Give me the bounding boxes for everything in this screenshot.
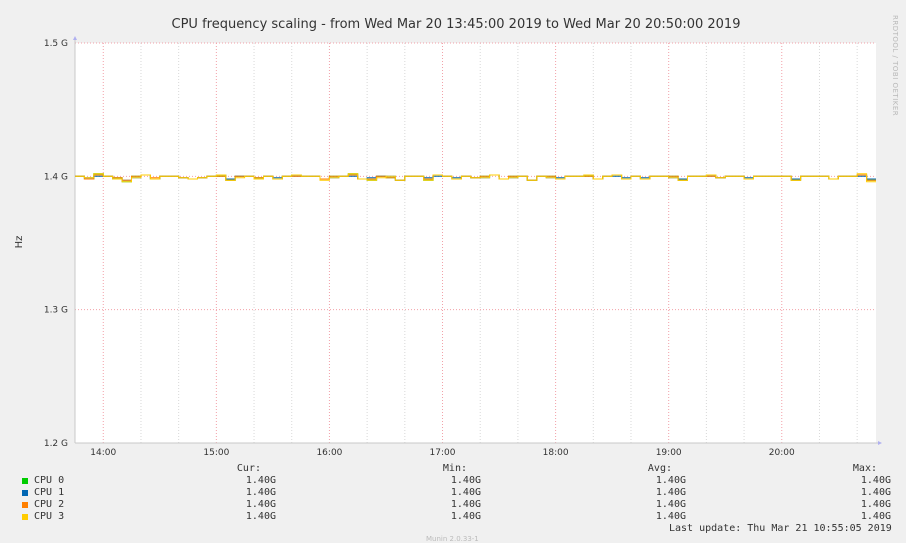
legend-max-value: 1.40G bbox=[860, 487, 891, 498]
legend-row-cpu3: CPU 3 1.40G 1.40G 1.40G 1.40G bbox=[0, 511, 906, 523]
y-tick-label: 1.5 G bbox=[44, 39, 68, 49]
chart-title: CPU frequency scaling - from Wed Mar 20 … bbox=[172, 17, 741, 32]
x-tick-label: 14:00 bbox=[90, 448, 116, 458]
legend-avg-value: 1.40G bbox=[655, 499, 686, 510]
legend-min-value: 1.40G bbox=[450, 487, 481, 498]
grid-minor bbox=[140, 43, 858, 443]
legend-max-value: 1.40G bbox=[860, 499, 891, 510]
legend-avg-value: 1.40G bbox=[655, 511, 686, 522]
legend-series-name: CPU 2 bbox=[34, 499, 65, 510]
legend-avg-value: 1.40G bbox=[655, 475, 686, 486]
legend-header-avg: Avg: bbox=[647, 463, 672, 474]
legend-cur-value: 1.40G bbox=[245, 487, 276, 498]
y-tick-label: 1.2 G bbox=[44, 439, 68, 449]
legend-cur-value: 1.40G bbox=[245, 475, 276, 486]
y-axis-label: Hz bbox=[14, 236, 25, 249]
legend-swatch bbox=[22, 502, 28, 508]
legend-cur-value: 1.40G bbox=[245, 511, 276, 522]
grid-major bbox=[75, 42, 876, 444]
y-tick-label: 1.3 G bbox=[44, 306, 68, 316]
legend-header-cur: Cur: bbox=[236, 463, 261, 474]
x-tick-labels: 14:00 15:00 16:00 17:00 18:00 19:00 20:00 bbox=[90, 448, 795, 458]
x-tick-label: 15:00 bbox=[203, 448, 229, 458]
series-lines bbox=[75, 173, 876, 183]
legend-max-value: 1.40G bbox=[860, 511, 891, 522]
legend-swatch bbox=[22, 490, 28, 496]
y-tick-label: 1.4 G bbox=[44, 172, 68, 182]
rrdtool-watermark: RRDTOOL / TOBI OETIKER bbox=[891, 15, 899, 116]
x-tick-label: 19:00 bbox=[656, 448, 682, 458]
x-tick-label: 17:00 bbox=[430, 448, 456, 458]
legend-row-cpu1: CPU 1 1.40G 1.40G 1.40G 1.40G bbox=[0, 487, 906, 499]
legend-row-cpu2: CPU 2 1.40G 1.40G 1.40G 1.40G bbox=[0, 499, 906, 511]
legend-header-max: Max: bbox=[852, 463, 877, 474]
x-tick-label: 16:00 bbox=[316, 448, 342, 458]
munin-credit: Munin 2.0.33-1 bbox=[426, 535, 479, 543]
plot-area bbox=[75, 43, 876, 443]
legend-min-value: 1.40G bbox=[450, 475, 481, 486]
legend-row-cpu0: CPU 0 1.40G 1.40G 1.40G 1.40G bbox=[0, 475, 906, 487]
series-line-cpu3 bbox=[75, 173, 876, 183]
y-tick-labels: 1.2 G 1.3 G 1.4 G 1.5 G bbox=[44, 39, 68, 449]
legend-series-name: CPU 0 bbox=[34, 475, 65, 486]
x-tick-label: 20:00 bbox=[769, 448, 795, 458]
axes bbox=[73, 36, 882, 445]
legend-min-value: 1.40G bbox=[450, 499, 481, 510]
x-tick-label: 18:00 bbox=[543, 448, 569, 458]
legend-avg-value: 1.40G bbox=[655, 487, 686, 498]
x-axis-arrow bbox=[878, 441, 882, 445]
legend-max-value: 1.40G bbox=[860, 475, 891, 486]
legend-min-value: 1.40G bbox=[450, 511, 481, 522]
last-update-text: Last update: Thu Mar 21 10:55:05 2019 bbox=[669, 523, 892, 534]
y-axis-arrow bbox=[73, 36, 77, 40]
legend-series-name: CPU 3 bbox=[34, 511, 65, 522]
legend-swatch bbox=[22, 514, 28, 520]
legend-series-name: CPU 1 bbox=[34, 487, 65, 498]
legend-cur-value: 1.40G bbox=[245, 499, 276, 510]
legend-swatch bbox=[22, 478, 28, 484]
legend-header-min: Min: bbox=[442, 463, 467, 474]
